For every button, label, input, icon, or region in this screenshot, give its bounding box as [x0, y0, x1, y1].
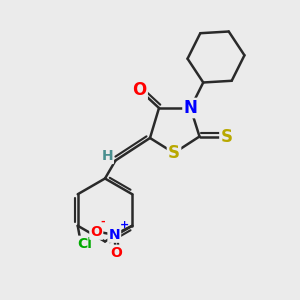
Text: +: +: [120, 220, 129, 230]
Text: N: N: [109, 228, 120, 242]
Text: O: O: [110, 246, 122, 260]
Text: N: N: [184, 99, 197, 117]
Text: -: -: [101, 216, 105, 226]
Text: Cl: Cl: [77, 237, 92, 251]
Text: H: H: [101, 149, 113, 163]
Text: O: O: [132, 81, 147, 99]
Text: S: S: [220, 128, 232, 146]
Text: S: S: [168, 144, 180, 162]
Text: O: O: [90, 225, 102, 239]
